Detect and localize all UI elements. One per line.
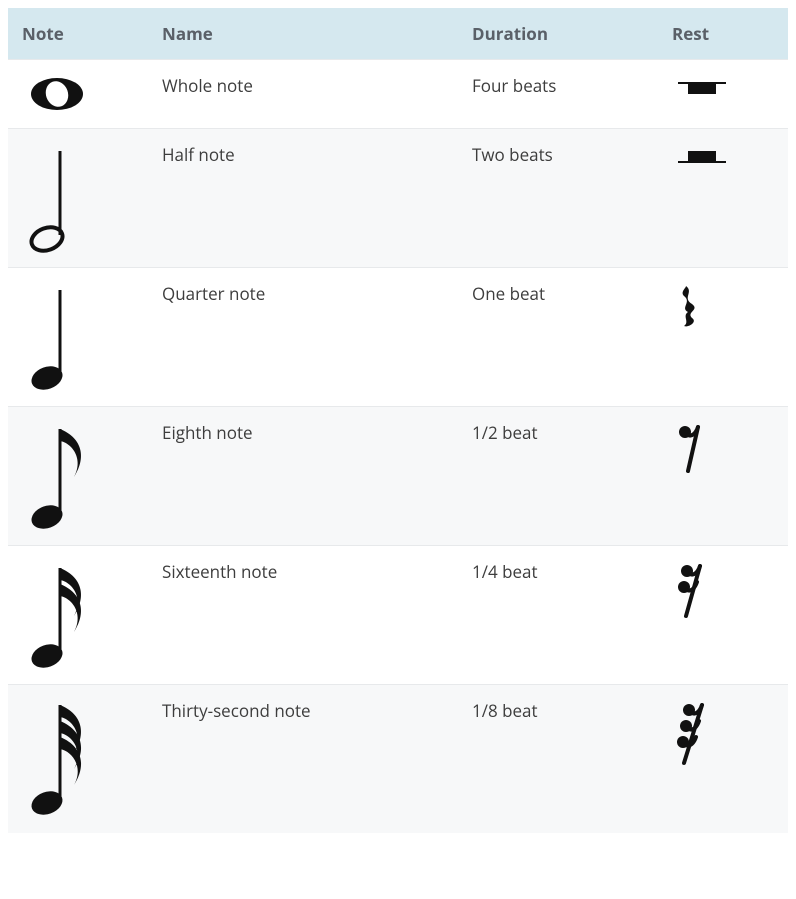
eighth-rest-icon	[672, 421, 712, 476]
note-duration: Two beats	[458, 129, 658, 268]
whole-rest-icon	[672, 74, 732, 104]
col-header-name: Name	[148, 8, 458, 60]
rest-symbol-cell	[658, 685, 788, 834]
note-name: Sixteenth note	[148, 546, 458, 685]
note-name: Quarter note	[148, 268, 458, 407]
table-row: Eighth note 1/2 beat	[8, 407, 788, 546]
table-row: Sixteenth note 1/4 beat	[8, 546, 788, 685]
note-duration: Four beats	[458, 60, 658, 129]
whole-note-icon	[22, 74, 92, 114]
note-duration: 1/4 beat	[458, 546, 658, 685]
note-name: Half note	[148, 129, 458, 268]
rest-symbol-cell	[658, 60, 788, 129]
table-row: Thirty-second note 1/8 beat	[8, 685, 788, 834]
note-duration: One beat	[458, 268, 658, 407]
note-name: Whole note	[148, 60, 458, 129]
note-name: Thirty-second note	[148, 685, 458, 834]
col-header-note: Note	[8, 8, 148, 60]
note-symbol-cell	[8, 268, 148, 407]
table-header-row: Note Name Duration Rest	[8, 8, 788, 60]
half-rest-icon	[672, 143, 732, 173]
rest-symbol-cell	[658, 268, 788, 407]
rest-symbol-cell	[658, 129, 788, 268]
note-symbol-cell	[8, 129, 148, 268]
note-duration: 1/8 beat	[458, 685, 658, 834]
rest-symbol-cell	[658, 407, 788, 546]
quarter-rest-icon	[672, 282, 712, 332]
note-symbol-cell	[8, 685, 148, 834]
eighth-note-icon	[22, 421, 102, 531]
note-symbol-cell	[8, 407, 148, 546]
col-header-rest: Rest	[658, 8, 788, 60]
quarter-note-icon	[22, 282, 92, 392]
thirty-second-note-icon	[22, 699, 102, 819]
sixteenth-rest-icon	[672, 560, 712, 620]
music-notes-table: Note Name Duration Rest Whole note	[8, 8, 788, 833]
note-symbol-cell	[8, 546, 148, 685]
thirty-second-rest-icon	[672, 699, 712, 769]
note-name: Eighth note	[148, 407, 458, 546]
col-header-duration: Duration	[458, 8, 658, 60]
sixteenth-note-icon	[22, 560, 102, 670]
note-duration: 1/2 beat	[458, 407, 658, 546]
rest-symbol-cell	[658, 546, 788, 685]
half-note-icon	[22, 143, 92, 253]
table-row: Quarter note One beat	[8, 268, 788, 407]
table-row: Half note Two beats	[8, 129, 788, 268]
table-row: Whole note Four beats	[8, 60, 788, 129]
note-symbol-cell	[8, 60, 148, 129]
